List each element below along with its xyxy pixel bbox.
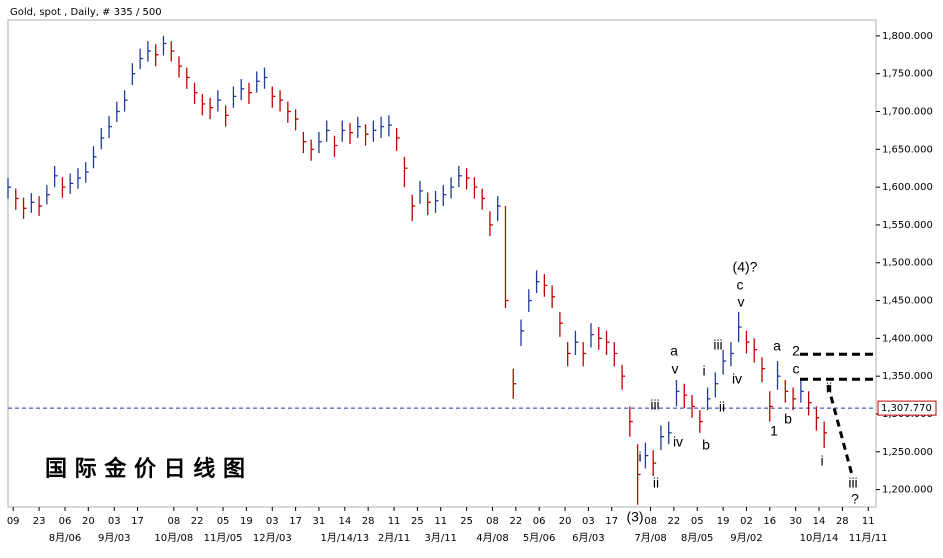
month-label: 10月/14: [800, 532, 839, 544]
x-tick-label: 03: [266, 516, 279, 527]
x-tick-label: 28: [362, 516, 375, 527]
month-label: 11月/05: [204, 532, 243, 544]
x-tick-label: 25: [411, 516, 424, 527]
month-label: 9月/02: [730, 532, 762, 544]
wave-label: a: [773, 338, 781, 354]
x-tick-label: 03: [108, 516, 121, 527]
x-tick-label: 06: [533, 516, 546, 527]
x-tick-label: 08: [644, 516, 657, 527]
month-label: 8月/06: [49, 532, 81, 544]
month-label: 5月/06: [523, 532, 555, 544]
y-tick-label: 1,800.000: [882, 31, 933, 42]
x-tick-label: 19: [717, 516, 730, 527]
wave-label: v: [738, 294, 745, 310]
month-label: 3月/11: [424, 532, 456, 544]
x-tick-label: 20: [82, 516, 95, 527]
month-label: 10月/08: [154, 532, 193, 544]
x-tick-label: 03: [582, 516, 595, 527]
y-tick-label: 1,550.000: [882, 220, 933, 231]
wave-label: i: [638, 449, 641, 465]
x-tick-label: 17: [131, 516, 144, 527]
x-tick-label: 14: [338, 516, 351, 527]
x-tick-label: 22: [668, 516, 681, 527]
x-tick-label: 05: [217, 516, 230, 527]
x-tick-label: 22: [509, 516, 522, 527]
wave-label: 1: [770, 423, 778, 439]
x-tick-label: 23: [33, 516, 46, 527]
x-tick-label: 06: [59, 516, 72, 527]
wave-label: a: [670, 343, 678, 359]
wave-label: iii: [848, 475, 857, 491]
wave-label: i: [820, 453, 823, 469]
wave-label: (4)?: [733, 259, 758, 275]
y-tick-label: 1,600.000: [882, 182, 933, 193]
x-tick-label: 25: [460, 516, 473, 527]
x-tick-label: 20: [559, 516, 572, 527]
wave-label: i: [702, 363, 705, 379]
x-tick-label: 22: [191, 516, 204, 527]
x-tick-label: 02: [740, 516, 753, 527]
y-tick-label: 1,250.000: [882, 447, 933, 458]
wave-label: iii: [650, 397, 659, 413]
wave-label: ?: [851, 491, 859, 507]
last-price-label: 1,307.770: [881, 403, 932, 414]
y-tick-label: 1,750.000: [882, 69, 933, 80]
last-price-box: [877, 400, 937, 416]
month-label: 6月/03: [572, 532, 604, 544]
x-tick-label: 08: [486, 516, 499, 527]
y-tick-label: 1,650.000: [882, 144, 933, 155]
chart-title: Gold, spot , Daily, # 335 / 500: [10, 7, 162, 18]
month-label: 4月/08: [476, 532, 508, 544]
x-tick-label: 19: [240, 516, 253, 527]
wave-label: (3): [626, 509, 643, 525]
watermark: 国 际 金 价 日 线 图: [45, 456, 245, 482]
x-tick-label: 30: [789, 516, 802, 527]
wave-label: ii: [719, 399, 725, 415]
wave-label: 2: [792, 343, 800, 359]
month-label: 11月/11: [849, 532, 888, 544]
x-tick-label: 11: [434, 516, 447, 527]
x-tick-label: 09: [7, 516, 20, 527]
x-tick-label: 11: [388, 516, 401, 527]
wave-label: v: [672, 361, 679, 377]
wave-label: b: [702, 437, 710, 453]
wave-label: iv: [732, 371, 742, 387]
wave-label: b: [784, 411, 792, 427]
month-label: 7月/08: [634, 532, 666, 544]
y-tick-label: 1,400.000: [882, 333, 933, 344]
x-tick-label: 11: [862, 516, 875, 527]
x-tick-label: 14: [813, 516, 826, 527]
wave-label: iv: [673, 434, 683, 450]
x-tick-label: 16: [763, 516, 776, 527]
x-tick-label: 31: [313, 516, 326, 527]
wave-label: ii: [653, 475, 659, 491]
y-tick-label: 1,200.000: [882, 485, 933, 496]
month-label: 8月/05: [681, 532, 713, 544]
projection-line: [826, 384, 854, 476]
x-tick-label: 17: [289, 516, 302, 527]
wave-label: ii: [826, 380, 832, 396]
x-tick-label: 28: [836, 516, 849, 527]
y-tick-label: 1,350.000: [882, 371, 933, 382]
y-tick-label: 1,700.000: [882, 107, 933, 118]
y-tick-label: 1,450.000: [882, 296, 933, 307]
wave-label: iii: [713, 337, 722, 353]
wave-label: c: [737, 277, 744, 293]
month-label: 1月/14/13: [321, 532, 370, 544]
x-tick-label: 17: [605, 516, 618, 527]
month-label: 12月/03: [253, 532, 292, 544]
month-label: 2月/11: [378, 532, 410, 544]
plot-frame: [7, 19, 877, 508]
wave-label: c: [793, 361, 800, 377]
x-tick-label: 05: [691, 516, 704, 527]
x-tick-label: 08: [167, 516, 180, 527]
y-tick-label: 1,500.000: [882, 258, 933, 269]
month-label: 9月/03: [98, 532, 130, 544]
